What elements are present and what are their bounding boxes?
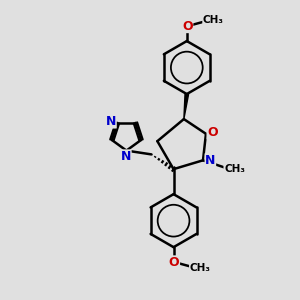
Text: N: N [205, 154, 215, 167]
Text: CH₃: CH₃ [203, 15, 224, 26]
Text: N: N [121, 150, 131, 163]
Text: O: O [207, 126, 218, 139]
Text: O: O [169, 256, 179, 269]
Polygon shape [184, 94, 189, 119]
Text: CH₃: CH₃ [190, 263, 211, 273]
Text: O: O [182, 20, 193, 32]
Text: N: N [106, 115, 116, 128]
Text: CH₃: CH₃ [224, 164, 245, 174]
